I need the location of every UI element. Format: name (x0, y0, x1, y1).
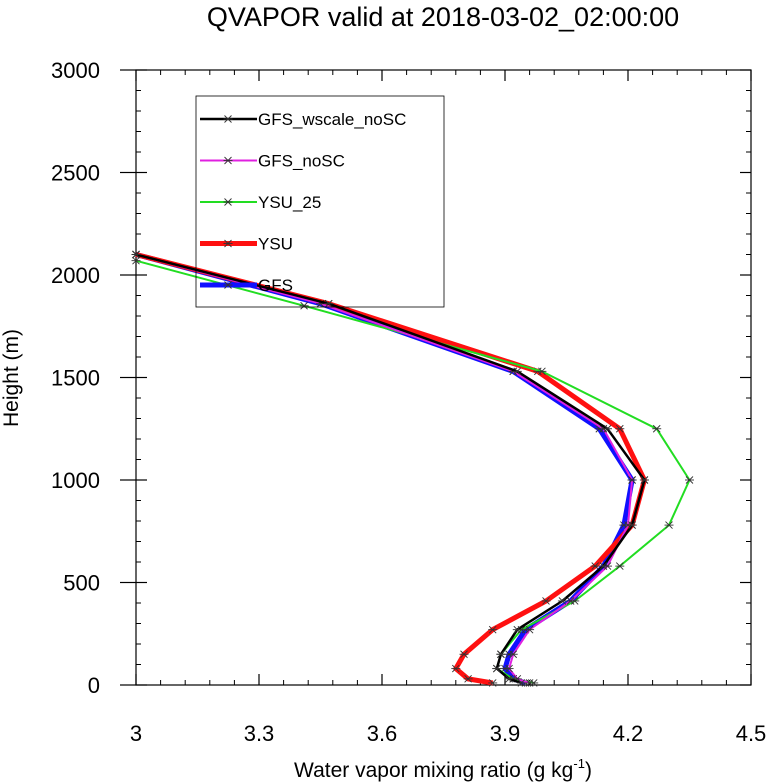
data-point (496, 650, 506, 659)
data-point (508, 650, 518, 659)
data-point (639, 476, 649, 484)
legend-marker (223, 281, 233, 289)
y-axis: 0 500 1000 1500 2000 2500 3000 (51, 58, 751, 698)
series-YSU_25 (131, 256, 694, 687)
legend-item-YSU: YSU (200, 235, 293, 254)
data-point (603, 424, 612, 433)
series-GFS_noSC (131, 250, 637, 687)
legend-label: YSU (258, 235, 293, 254)
legend-marker (223, 198, 233, 206)
plot-frame (135, 69, 752, 686)
data-point (541, 597, 551, 605)
data-point (664, 521, 674, 529)
x-tick-label: 3.3 (244, 721, 275, 746)
data-point (459, 650, 469, 659)
legend-marker (223, 115, 233, 123)
data-point (488, 679, 498, 687)
x-tick-label: 3.9 (490, 721, 521, 746)
data-point (131, 256, 141, 265)
data-point (627, 521, 637, 529)
data-point (627, 476, 637, 484)
data-point (451, 664, 461, 673)
x-tick-label: 4.5 (736, 721, 767, 746)
x-tick-label: 3.6 (367, 721, 398, 746)
y-tick-label: 500 (63, 571, 100, 596)
data-point (598, 562, 608, 570)
y-tick-label: 2500 (51, 161, 100, 186)
series-line (135, 252, 647, 686)
data-point (516, 679, 526, 687)
legend: GFS_wscale_noSC GFS_noSC YSU_25 YSU GFS (195, 95, 445, 308)
y-tick-label: 2000 (51, 263, 100, 288)
y-tick-label: 1500 (51, 366, 100, 391)
data-point (504, 664, 514, 673)
data-point (525, 625, 535, 634)
data-point (463, 675, 473, 683)
x-axis-title-main: Water vapor mixing ratio (g kg (294, 759, 573, 782)
data-point (557, 597, 567, 605)
series-YSU (131, 250, 649, 687)
x-axis-title: Water vapor mixing ratio (g kg-1) (294, 756, 592, 782)
data-point (324, 299, 334, 308)
legend-marker (223, 239, 233, 248)
data-point (492, 664, 502, 673)
x-axis-title-superscript: -1 (573, 756, 585, 771)
data-point (615, 424, 625, 433)
series-line (135, 253, 646, 685)
y-tick-label: 0 (88, 673, 100, 698)
data-point (537, 367, 547, 376)
data-point (685, 476, 694, 484)
data-point (525, 679, 535, 687)
legend-label: GFS_noSC (258, 152, 345, 171)
legend-label: GFS (258, 276, 293, 295)
data-point (504, 675, 514, 683)
legend-item-GFS_wscale_noSC: GFS_wscale_noSC (200, 110, 406, 129)
legend-item-GFS_noSC: GFS_noSC (200, 152, 345, 171)
legend-label: YSU_25 (258, 193, 321, 212)
series-line (135, 259, 691, 684)
plot-border (135, 69, 752, 686)
data-point (512, 367, 522, 376)
series-GFS (131, 250, 637, 687)
data-point (566, 597, 576, 605)
series-GFS_wscale_noSC (131, 250, 649, 687)
x-tick-label: 3 (130, 721, 142, 746)
data-point (299, 301, 309, 310)
x-axis-title-close: ) (585, 759, 592, 782)
data-point (590, 562, 600, 570)
data-point (615, 562, 625, 570)
series-layer (131, 250, 694, 687)
y-axis-title: Height (m) (0, 329, 23, 427)
series-line (135, 252, 635, 686)
x-tick-label: 4.2 (613, 721, 644, 746)
chart-title: QVAPOR valid at 2018-03-02_02:00:00 (207, 2, 679, 32)
legend-marker (223, 156, 233, 165)
data-point (512, 625, 522, 634)
legend-label: GFS_wscale_noSC (258, 110, 406, 129)
data-point (131, 250, 141, 259)
x-axis: 3 3.3 3.6 3.9 4.2 4.5 (130, 70, 766, 746)
data-point (652, 424, 662, 433)
legend-box (195, 95, 445, 308)
series-line (135, 253, 634, 684)
legend-item-GFS: GFS (200, 276, 293, 295)
y-tick-label: 1000 (51, 468, 100, 493)
data-point (488, 625, 498, 634)
y-tick-label: 3000 (51, 58, 100, 83)
legend-item-YSU_25: YSU_25 (200, 193, 321, 212)
